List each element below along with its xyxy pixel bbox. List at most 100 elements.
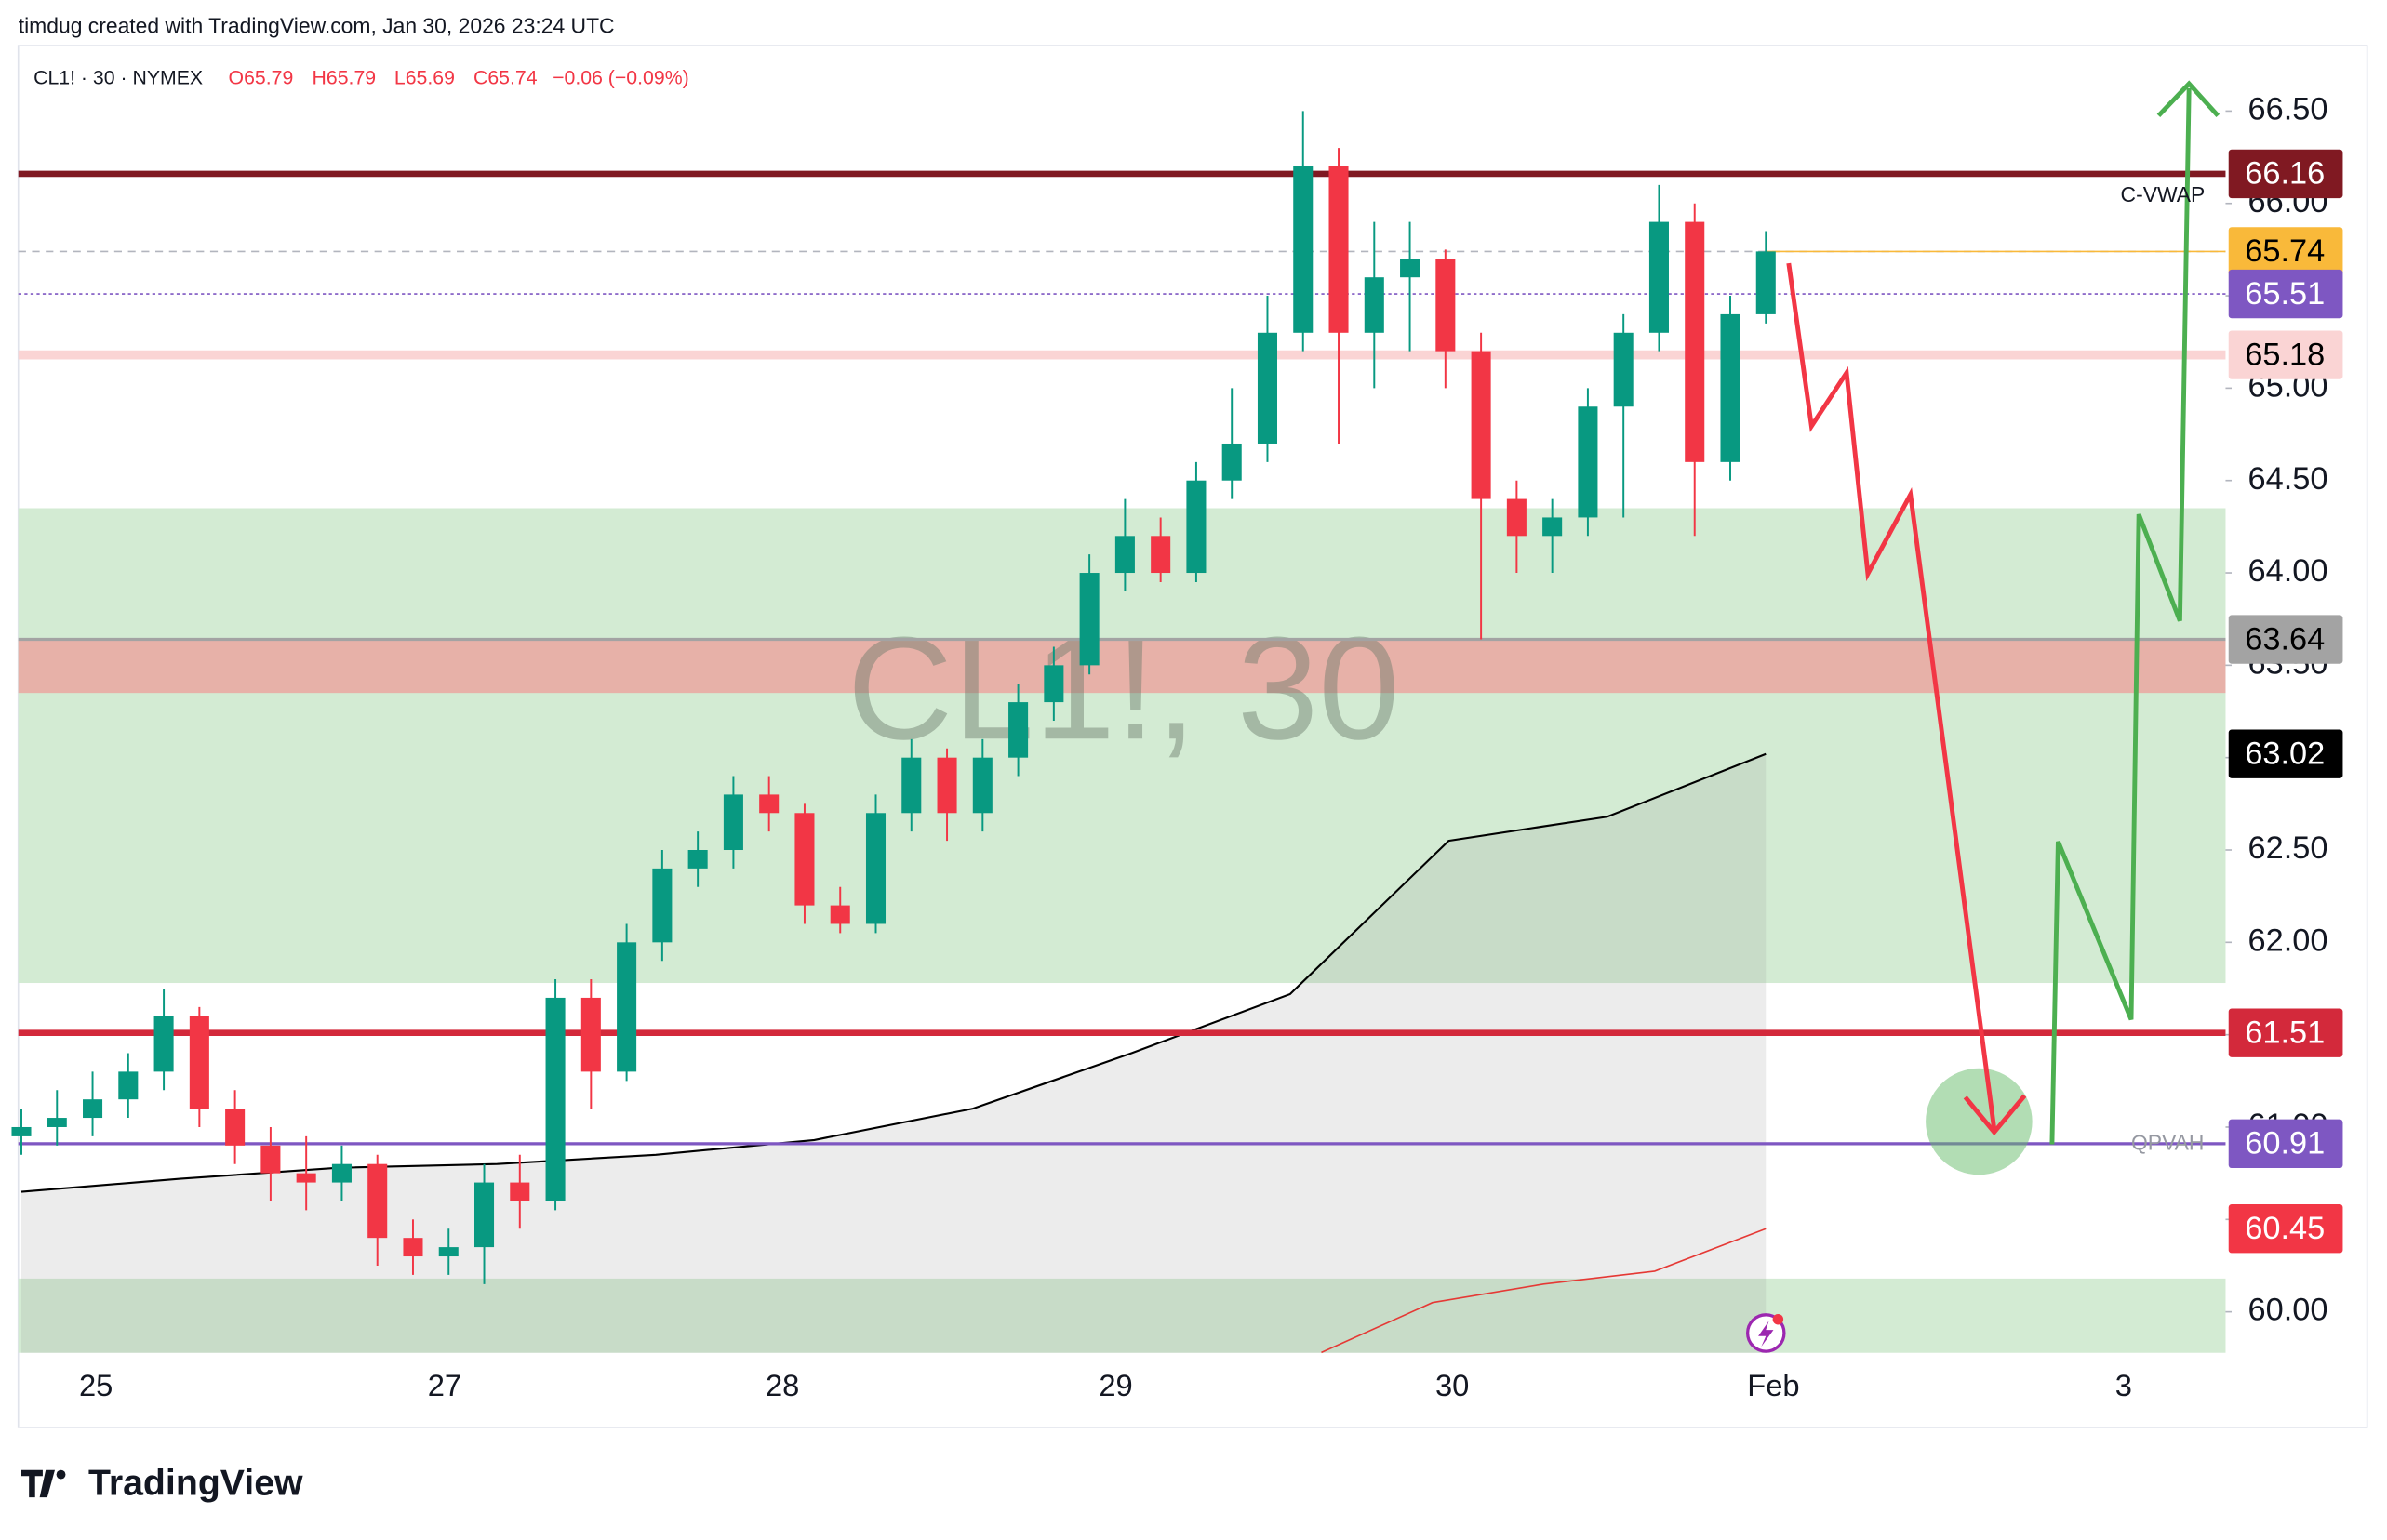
candle-body: [510, 1182, 530, 1201]
candle-body: [438, 1247, 459, 1257]
candle-body: [403, 1238, 423, 1257]
candle-body: [1328, 166, 1349, 333]
price-label-box: [2228, 149, 2343, 199]
candle-body: [1364, 277, 1384, 333]
x-tick-label: 30: [1435, 1368, 1469, 1402]
legend-high: H65.79: [313, 67, 377, 89]
candle-body: [1293, 166, 1314, 333]
x-tick-label: 27: [428, 1368, 461, 1402]
candle-body: [1506, 498, 1527, 537]
price-label-box: [2228, 330, 2343, 379]
brand-logo-dot: [56, 1469, 66, 1480]
price-label: 65.18: [2245, 337, 2325, 372]
price-label: 60.45: [2245, 1211, 2325, 1246]
candle-body: [972, 757, 993, 814]
candle-body: [617, 942, 637, 1072]
candle-body: [1008, 702, 1029, 758]
y-tick-label: 60.00: [2248, 1293, 2328, 1328]
candle-body: [1685, 221, 1705, 462]
price-label-box: [2228, 1119, 2343, 1169]
x-tick-label: Feb: [1747, 1368, 1799, 1402]
candle-body: [331, 1163, 352, 1183]
candle-body: [937, 757, 957, 814]
candle-body: [794, 813, 815, 906]
price-label-box: [2228, 269, 2343, 319]
alert-icon-bolt[interactable]: [1758, 1321, 1774, 1348]
candle-body: [11, 1126, 32, 1136]
x-tick-label: 25: [79, 1368, 113, 1402]
candle-body: [473, 1182, 495, 1248]
legend-change: −0.06 (−0.09%): [553, 67, 689, 89]
candle-body: [1400, 259, 1420, 278]
candle-body: [1044, 665, 1064, 703]
candle-body: [865, 813, 887, 924]
vwap-area: [21, 753, 1767, 1353]
zone: [18, 508, 2226, 984]
candle-body: [1720, 313, 1740, 462]
candle-body: [225, 1109, 246, 1146]
candle-body: [367, 1163, 388, 1239]
legend-low: L65.69: [394, 67, 455, 89]
legend-close: C65.74: [473, 67, 538, 89]
candle-body: [723, 794, 743, 851]
price-label-box: [2228, 1008, 2343, 1057]
candle-body: [118, 1071, 139, 1100]
candle-body: [652, 868, 673, 943]
candle-body: [153, 1016, 174, 1072]
alert-icon[interactable]: [1746, 1313, 1786, 1353]
candle-body: [545, 997, 566, 1201]
y-tick-label: 62.00: [2248, 923, 2328, 958]
candle-body: [1257, 332, 1278, 444]
plot: [11, 111, 2226, 1354]
candle-body: [901, 757, 922, 814]
candle-body: [1542, 517, 1563, 537]
alert-dot: [1772, 1314, 1784, 1325]
y-tick-label: 62.50: [2248, 830, 2328, 866]
qpvah-label: QPVAH: [2131, 1131, 2204, 1155]
candle-body: [1578, 406, 1598, 518]
price-label-box: [2228, 227, 2343, 276]
candle-body: [1221, 443, 1242, 481]
price-label-box: [2228, 729, 2343, 778]
candle-body: [1613, 332, 1634, 407]
brand-logo: [21, 1469, 55, 1498]
candle-body: [1471, 351, 1491, 499]
legend-symbol: CL1! · 30 · NYMEX: [33, 67, 203, 89]
candle-body: [296, 1173, 316, 1183]
bearish-path: [1786, 262, 1997, 1130]
brand: TradingView: [88, 1462, 303, 1503]
zone: [18, 1278, 2226, 1353]
legend-open: O65.79: [229, 67, 294, 89]
y-tick-label: 64.50: [2248, 461, 2328, 497]
bearish-arrowhead: [1963, 1094, 2027, 1136]
price-label: 63.02: [2245, 736, 2325, 771]
candle-body: [260, 1145, 281, 1174]
candle-body: [687, 850, 708, 869]
candle-body: [759, 794, 780, 814]
candle-body: [1755, 251, 1776, 314]
y-tick-label: 64.00: [2248, 553, 2328, 589]
y-tick-label: 66.50: [2248, 91, 2328, 126]
candle-body: [580, 997, 601, 1072]
price-axis: 60.0060.5061.0061.5062.0062.5063.0063.50…: [79, 91, 2343, 1402]
candle-body: [83, 1099, 103, 1119]
header: timdug created with TradingView.com, Jan…: [19, 14, 615, 38]
price-label: 66.16: [2245, 156, 2325, 192]
candle-body: [1151, 536, 1171, 574]
bullish-arrowhead: [2156, 80, 2220, 118]
price-label: 63.64: [2245, 621, 2325, 657]
bullish-path: [2049, 87, 2192, 1145]
candle-body: [1186, 480, 1207, 574]
candle-body: [1648, 221, 1669, 333]
price-label-box: [2228, 1204, 2343, 1254]
vwap-line: [20, 752, 1767, 1193]
price-label: 61.51: [2245, 1015, 2325, 1050]
candle-body: [1114, 536, 1135, 574]
watermark: CL1!, 30: [847, 607, 1400, 770]
candle-body: [189, 1016, 209, 1109]
x-tick-label: 29: [1099, 1368, 1132, 1402]
legend: CL1! · 30 · NYMEX O65.79 H65.79 L65.69 C…: [33, 67, 689, 89]
candle-body: [1435, 259, 1456, 352]
